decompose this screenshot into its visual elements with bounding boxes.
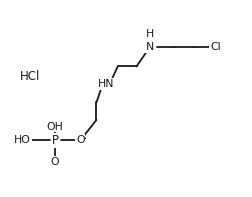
Text: Cl: Cl bbox=[209, 42, 220, 52]
Text: N: N bbox=[146, 42, 154, 52]
Text: HCl: HCl bbox=[20, 70, 40, 83]
Text: O: O bbox=[51, 157, 59, 167]
Text: H: H bbox=[146, 29, 154, 39]
Text: O: O bbox=[76, 135, 84, 145]
Text: HN: HN bbox=[98, 79, 114, 89]
Text: OH: OH bbox=[47, 122, 63, 132]
Text: P: P bbox=[51, 134, 58, 147]
Text: HO: HO bbox=[14, 135, 31, 145]
